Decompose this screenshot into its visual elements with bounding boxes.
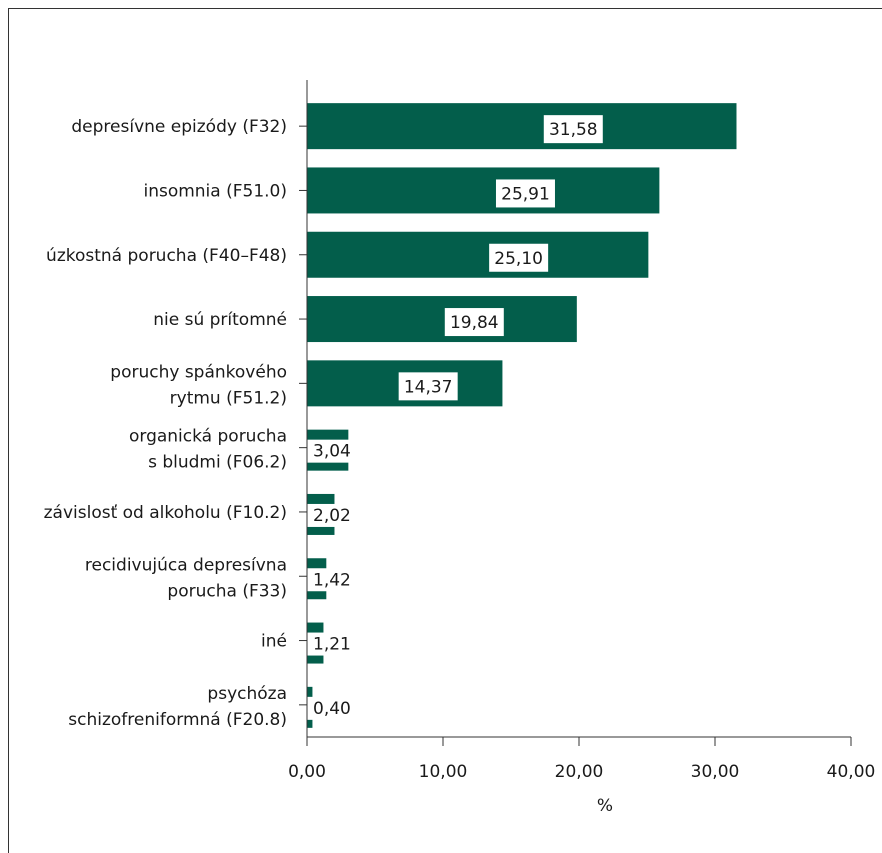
value-labels: 31,58 25,91 25,10 19,84 14,37 3,04 2,02 1,42 1,2… xyxy=(313,115,603,719)
x-tick-label: 30,00 xyxy=(691,762,740,782)
value-label: 1,21 xyxy=(313,635,351,655)
bar xyxy=(307,622,324,633)
value-label-box xyxy=(444,308,504,337)
value-label: 3,04 xyxy=(313,442,351,462)
category-label: poruchy spánkového rytmu (F51.2) xyxy=(110,362,287,408)
bar xyxy=(307,462,349,471)
value-label: 25,10 xyxy=(494,249,543,269)
value-label: 14,37 xyxy=(404,377,453,397)
value-label: 19,84 xyxy=(450,313,499,333)
bar xyxy=(307,493,335,504)
category-label: úzkostná porucha (F40–F48) xyxy=(46,246,287,266)
bar xyxy=(307,296,577,343)
value-label: 25,91 xyxy=(501,184,550,204)
bar xyxy=(307,686,313,697)
x-tick-label: 0,00 xyxy=(288,762,326,782)
value-label: 1,42 xyxy=(313,570,351,590)
bars xyxy=(307,103,737,728)
category-label: depresívne epizódy (F32) xyxy=(71,117,287,137)
x-tick-label: 10,00 xyxy=(419,762,468,782)
value-label-box xyxy=(495,179,555,208)
category-labels: depresívne epizódy (F32) insomnia (F51.0)… xyxy=(44,117,287,730)
x-axis-ticks: 0,00 10,00 20,00 30,00 40,00 xyxy=(288,737,875,782)
value-label-box xyxy=(543,115,603,144)
chart-frame xyxy=(8,8,882,853)
category-label: nie sú prítomné xyxy=(153,310,287,330)
x-tick-label: 40,00 xyxy=(827,762,876,782)
bar xyxy=(307,429,349,440)
value-label: 31,58 xyxy=(549,120,598,140)
value-label-box xyxy=(398,372,458,401)
bar xyxy=(307,231,649,278)
x-tick-label: 20,00 xyxy=(555,762,604,782)
category-label: závislosť od alkoholu (F10.2) xyxy=(44,503,287,523)
bar xyxy=(307,558,327,569)
value-label: 0,40 xyxy=(313,699,351,719)
category-label: iné xyxy=(261,632,287,652)
bar xyxy=(307,591,327,600)
bar xyxy=(307,526,335,535)
bar xyxy=(307,167,660,214)
category-label: insomnia (F51.0) xyxy=(143,181,287,201)
bar xyxy=(307,719,313,728)
category-label: psychóza schizofreniformná (F20.8) xyxy=(68,684,287,730)
value-label: 2,02 xyxy=(313,506,351,526)
bar xyxy=(307,103,737,150)
x-axis-label: % xyxy=(597,796,613,816)
value-label-box xyxy=(489,243,549,272)
category-label: organická porucha s bludmi (F06.2) xyxy=(129,427,287,473)
category-label: recidivujúca depresívna porucha (F33) xyxy=(85,555,287,601)
bar xyxy=(307,655,324,664)
